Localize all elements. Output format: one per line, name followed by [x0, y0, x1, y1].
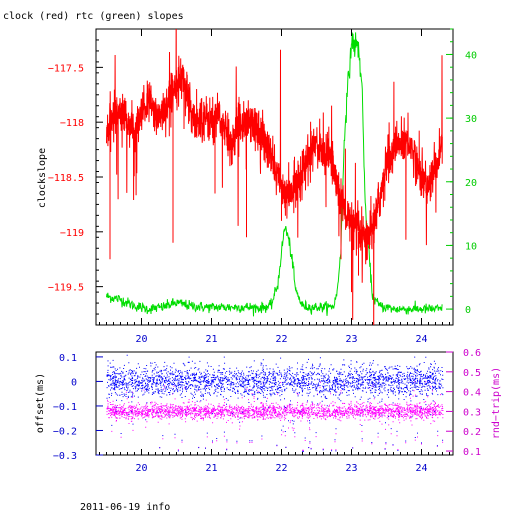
bottom-x-tick-label: 22 — [275, 463, 287, 474]
top-left-tick-label: −117.5 — [48, 63, 84, 74]
top-x-tick-label: 20 — [135, 334, 147, 345]
bottom-x-tick-label: 21 — [205, 463, 217, 474]
rtc-series-line — [106, 32, 443, 317]
top-left-axis: −117.5 −118 −118.5 −119 −119.5 — [48, 28, 103, 326]
bottom-left-axis-label: offset(ms) — [35, 373, 46, 433]
bottom-right-tick-label: 0.4 — [463, 388, 481, 399]
top-y-axis-label: clockslope — [37, 148, 48, 208]
top-x-axis: 20 21 22 23 24 — [99, 29, 450, 345]
top-x-tick-label: 23 — [345, 334, 357, 345]
chart-title: clock (red) rtc (green) slopes — [3, 11, 184, 22]
bottom-x-axis: 20 21 22 23 24 — [99, 449, 450, 474]
offset-scatter-points — [106, 354, 444, 452]
bottom-x-tick-label: 20 — [135, 463, 147, 474]
bottom-right-tick-label: 0.1 — [463, 447, 481, 458]
bottom-left-tick-label: 0 — [71, 377, 77, 388]
top-x-tick-label: 21 — [205, 334, 217, 345]
bottom-right-tick-label: 0.3 — [463, 407, 481, 418]
top-left-tick-label: −119.5 — [48, 283, 84, 294]
top-right-tick-label: 40 — [465, 50, 477, 61]
bottom-series-layer — [106, 354, 444, 452]
top-left-tick-label: −119 — [60, 228, 84, 239]
top-right-tick-label: 0 — [465, 305, 471, 316]
footer-date: 2011-06-19 info — [80, 502, 170, 512]
top-plot-area — [106, 29, 443, 325]
bottom-plot-frame — [95, 351, 454, 456]
bottom-right-tick-label: 0.2 — [463, 427, 481, 438]
bottom-right-axis-label: rnd−trip(ms) — [491, 367, 502, 439]
top-left-tick-label: −118.5 — [48, 173, 84, 184]
clock-series-line — [106, 29, 443, 325]
top-x-tick-label: 24 — [415, 334, 427, 345]
top-right-tick-label: 30 — [465, 114, 477, 125]
top-left-tick-label: −118 — [60, 118, 84, 129]
bottom-x-tick-label: 23 — [345, 463, 357, 474]
bottom-right-tick-label: 0.6 — [463, 348, 481, 359]
bottom-left-tick-label: −0.1 — [53, 402, 77, 413]
bottom-left-tick-label: 0.1 — [59, 353, 77, 364]
bottom-right-tick-label: 0.5 — [463, 368, 481, 379]
rnd-trip-scatter-points — [106, 381, 444, 451]
top-right-tick-label: 10 — [465, 241, 477, 252]
top-right-axis: 0 10 20 30 40 — [446, 28, 477, 316]
bottom-right-axis: 0.1 0.2 0.3 0.4 0.5 0.6 — [446, 348, 481, 458]
top-x-tick-label: 22 — [275, 334, 287, 345]
bottom-panel: 0.1 0 −0.1 −0.2 −0.3 0.1 0.2 0.3 0.4 0.5 0.6 20 21… — [35, 348, 502, 474]
bottom-x-tick-label: 24 — [415, 463, 427, 474]
bottom-left-tick-label: −0.2 — [53, 426, 77, 437]
bottom-left-tick-label: −0.3 — [53, 451, 77, 462]
bottom-left-axis: 0.1 0 −0.1 −0.2 −0.3 — [53, 353, 103, 462]
top-series-layer — [106, 29, 443, 325]
top-right-tick-label: 20 — [465, 178, 477, 189]
